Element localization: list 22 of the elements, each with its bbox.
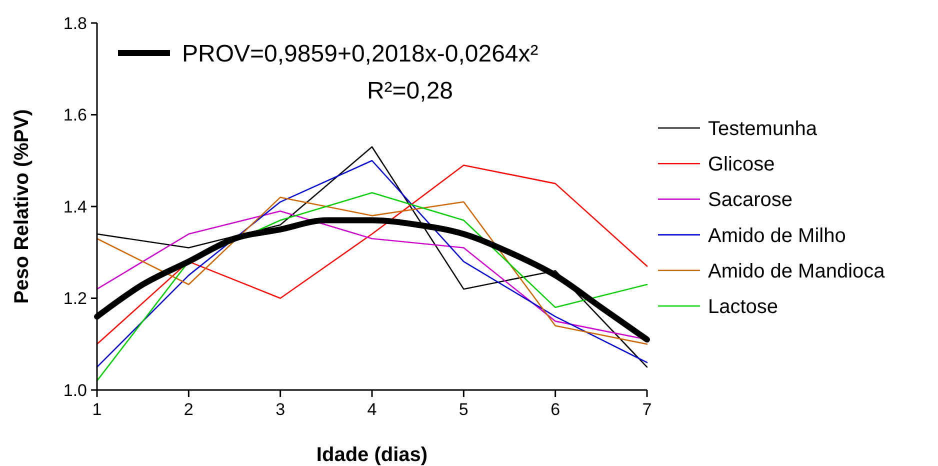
annotation: R²=0,28 [366, 77, 454, 104]
x-tick-label: 5 [458, 400, 468, 419]
legend-label: Glicose [708, 154, 775, 176]
y-tick-label: 1.6 [63, 106, 87, 125]
x-tick-label: 4 [367, 400, 377, 419]
legend-label: Testemunha [708, 118, 818, 140]
legend-label: Lactose [708, 296, 778, 318]
legend-label: PROV=0,9859+0,2018x-0,0264x² [182, 40, 538, 68]
legend-label: Amido de Mandioca [708, 260, 886, 282]
x-tick-label: 1 [92, 400, 102, 419]
x-tick-label: 7 [642, 400, 652, 419]
y-axis-title: Peso Relativo (%PV) [11, 109, 33, 304]
y-tick-label: 1.8 [63, 14, 87, 33]
y-tick-label: 1.2 [63, 289, 87, 308]
y-tick-label: 1.0 [63, 380, 87, 400]
legend-label: Sacarose [708, 189, 792, 212]
legend-label: Amido de Milho [708, 224, 846, 247]
y-tick-label: 1.4 [63, 197, 87, 216]
x-tick-label: 6 [550, 400, 560, 419]
x-axis-title: Idade (dias) [316, 444, 428, 466]
x-tick-label: 3 [276, 400, 286, 419]
x-tick-label: 2 [184, 400, 194, 419]
